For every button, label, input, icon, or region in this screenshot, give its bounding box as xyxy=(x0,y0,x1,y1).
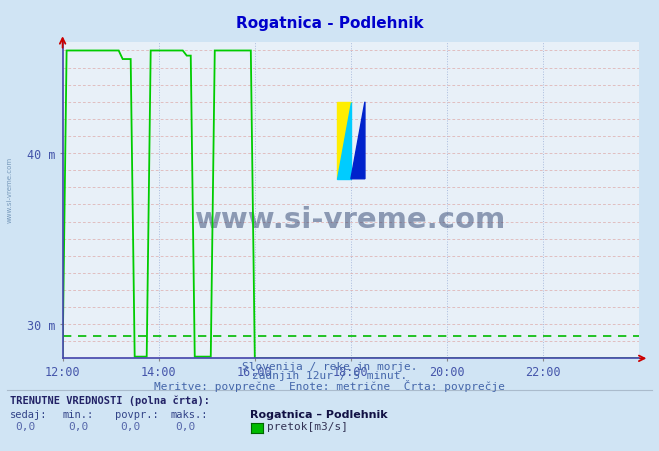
Text: zadnjih 12ur / 5 minut.: zadnjih 12ur / 5 minut. xyxy=(252,370,407,380)
Text: www.si-vreme.com: www.si-vreme.com xyxy=(7,156,13,222)
Text: www.si-vreme.com: www.si-vreme.com xyxy=(195,206,507,234)
Text: Meritve: povprečne  Enote: metrične  Črta: povprečje: Meritve: povprečne Enote: metrične Črta:… xyxy=(154,379,505,391)
Text: 0,0: 0,0 xyxy=(175,421,196,431)
Text: Rogatnica – Podlehnik: Rogatnica – Podlehnik xyxy=(250,410,388,419)
Text: TRENUTNE VREDNOSTI (polna črta):: TRENUTNE VREDNOSTI (polna črta): xyxy=(10,395,210,405)
Polygon shape xyxy=(337,102,351,179)
Text: pretok[m3/s]: pretok[m3/s] xyxy=(267,421,348,431)
Text: sedaj:: sedaj: xyxy=(10,410,47,419)
Text: povpr.:: povpr.: xyxy=(115,410,159,419)
Text: 0,0: 0,0 xyxy=(121,421,141,431)
Text: Rogatnica - Podlehnik: Rogatnica - Podlehnik xyxy=(236,16,423,31)
Polygon shape xyxy=(351,102,365,179)
Polygon shape xyxy=(337,102,351,179)
Text: min.:: min.: xyxy=(63,410,94,419)
Text: 0,0: 0,0 xyxy=(15,421,36,431)
Text: 0,0: 0,0 xyxy=(68,421,88,431)
Text: maks.:: maks.: xyxy=(170,410,208,419)
Text: Slovenija / reke in morje.: Slovenija / reke in morje. xyxy=(242,361,417,371)
